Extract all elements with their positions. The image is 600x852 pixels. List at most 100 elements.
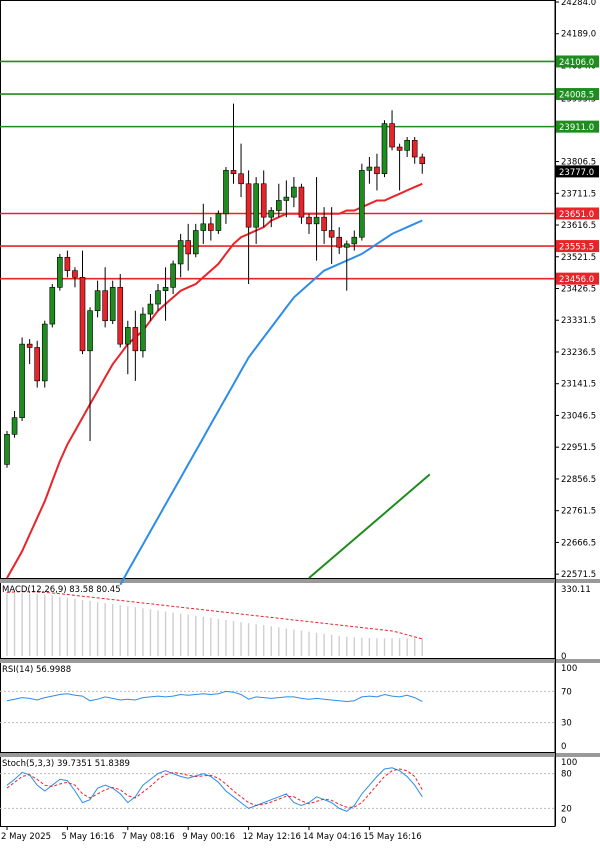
price-tick-label-1: 24189.0 xyxy=(561,30,596,40)
sma-red-line xyxy=(6,182,423,579)
candle-body-48 xyxy=(366,166,373,171)
candle-body-15 xyxy=(117,287,124,345)
macd-tick-1: 0 xyxy=(561,652,566,662)
candle-body-22 xyxy=(170,263,176,288)
candle-body-37 xyxy=(283,196,290,201)
stoch-tick-1: 80 xyxy=(561,770,572,780)
candle-body-24 xyxy=(185,240,191,255)
level-label-bg-1 xyxy=(556,88,599,101)
candle-body-53 xyxy=(404,140,410,151)
candle-body-46 xyxy=(351,236,358,245)
price-tick-label-15: 22761.5 xyxy=(561,507,596,517)
macd-tick-0: 330.11 xyxy=(561,585,591,595)
candle-body-38 xyxy=(291,186,297,198)
x-tick-label-1: 5 May 16:16 xyxy=(61,832,114,842)
price-tick-label-16: 22666.5 xyxy=(561,538,596,548)
level-label-4: 23553.5 xyxy=(559,243,594,253)
macd-title: MACD(12,26,9) 83.58 80.45 xyxy=(2,585,121,595)
stoch-title: Stoch(5,3,3) 39.7351 51.8389 xyxy=(2,759,130,769)
x-tick-label-2: 7 May 08:16 xyxy=(122,832,175,842)
candle-body-35 xyxy=(268,210,275,218)
candle-body-21 xyxy=(162,287,169,291)
panel-separator-0 xyxy=(0,579,600,583)
candle-body-29 xyxy=(223,170,229,215)
candle-body-17 xyxy=(132,327,139,352)
price-tick-label-17: 22571.5 xyxy=(561,570,596,580)
rsi-panel-frame xyxy=(0,662,556,753)
x-tick-label-4: 12 May 12:16 xyxy=(243,832,301,842)
level-label-1: 24008.5 xyxy=(559,91,594,101)
candle-body-51 xyxy=(389,123,395,148)
price-tick-label-5: 23711.5 xyxy=(561,189,596,199)
level-label-bg-2 xyxy=(556,120,599,133)
candle-body-18 xyxy=(140,313,146,352)
rsi-line xyxy=(6,690,423,703)
candle-body-49 xyxy=(374,166,380,175)
stoch-tick-3: 0 xyxy=(561,816,566,826)
candle-body-36 xyxy=(275,200,282,211)
candle-body-31 xyxy=(238,173,244,185)
level-label-bg-4 xyxy=(556,240,599,253)
x-tick-label-3: 9 May 00:16 xyxy=(182,832,235,842)
x-tick-label-5: 14 May 04:16 xyxy=(303,832,361,842)
macd-signal-line xyxy=(6,591,423,640)
level-label-bg-0 xyxy=(556,55,599,68)
candle-body-13 xyxy=(102,290,108,322)
price-tick-label-11: 23141.5 xyxy=(561,380,596,390)
stoch-tick-2: 20 xyxy=(561,804,572,814)
candle-body-14 xyxy=(109,287,116,322)
level-label-5: 23456.0 xyxy=(559,275,594,285)
current-price-label: 23777.0 xyxy=(559,168,594,178)
candle-body-0 xyxy=(4,434,10,465)
candle-body-50 xyxy=(381,123,388,175)
candle-body-45 xyxy=(343,243,350,248)
candle-body-54 xyxy=(411,140,418,158)
candle-body-9 xyxy=(72,270,78,278)
candle-body-16 xyxy=(125,327,131,345)
candle-body-32 xyxy=(245,183,252,228)
rsi-tick-1: 70 xyxy=(561,687,572,697)
level-label-0: 24106.0 xyxy=(559,58,594,68)
candle-body-2 xyxy=(19,343,25,418)
price-tick-label-7: 23521.5 xyxy=(561,253,596,263)
x-tick-label-0: 2 May 2025 xyxy=(1,832,51,842)
level-label-bg-3 xyxy=(556,207,599,220)
candle-body-20 xyxy=(155,290,161,305)
candle-body-27 xyxy=(208,223,214,231)
panel-separator-1 xyxy=(0,659,600,663)
candle-body-7 xyxy=(57,256,63,288)
candle-body-19 xyxy=(147,303,154,315)
candle-body-12 xyxy=(94,290,101,312)
candle-body-25 xyxy=(192,230,199,255)
candle-body-11 xyxy=(87,310,93,352)
current-price-label-bg xyxy=(556,165,599,178)
trend-line-green xyxy=(308,473,431,579)
level-label-bg-5 xyxy=(556,272,599,285)
candle-body-55 xyxy=(419,156,426,165)
price-tick-label-4: 23806.5 xyxy=(561,158,596,168)
sma-blue-line xyxy=(119,219,423,586)
rsi-tick-0: 100 xyxy=(561,664,577,674)
candle-body-41 xyxy=(313,216,320,225)
price-tick-label-6: 23616.5 xyxy=(561,221,596,231)
price-tick-label-12: 23046.5 xyxy=(561,411,596,421)
level-label-3: 23651.0 xyxy=(559,210,594,220)
candle-body-43 xyxy=(328,230,335,238)
stoch-d-line xyxy=(6,768,423,808)
candle-body-4 xyxy=(34,347,41,382)
x-tick-label-6: 15 May 16:16 xyxy=(363,832,421,842)
stoch-k-line xyxy=(6,767,423,812)
price-tick-label-13: 22951.5 xyxy=(561,443,596,453)
candle-body-26 xyxy=(200,223,207,231)
candle-body-28 xyxy=(215,213,222,231)
candle-body-42 xyxy=(321,216,327,231)
price-tick-label-0: 24284.0 xyxy=(561,0,596,8)
rsi-title: RSI(14) 56.9988 xyxy=(2,665,71,675)
candle-body-30 xyxy=(230,170,237,175)
candle-body-6 xyxy=(49,287,56,325)
candle-body-39 xyxy=(298,186,305,218)
price-tick-label-14: 22856.5 xyxy=(561,475,596,485)
candle-body-34 xyxy=(260,183,267,218)
panel-separator-2 xyxy=(0,753,600,757)
